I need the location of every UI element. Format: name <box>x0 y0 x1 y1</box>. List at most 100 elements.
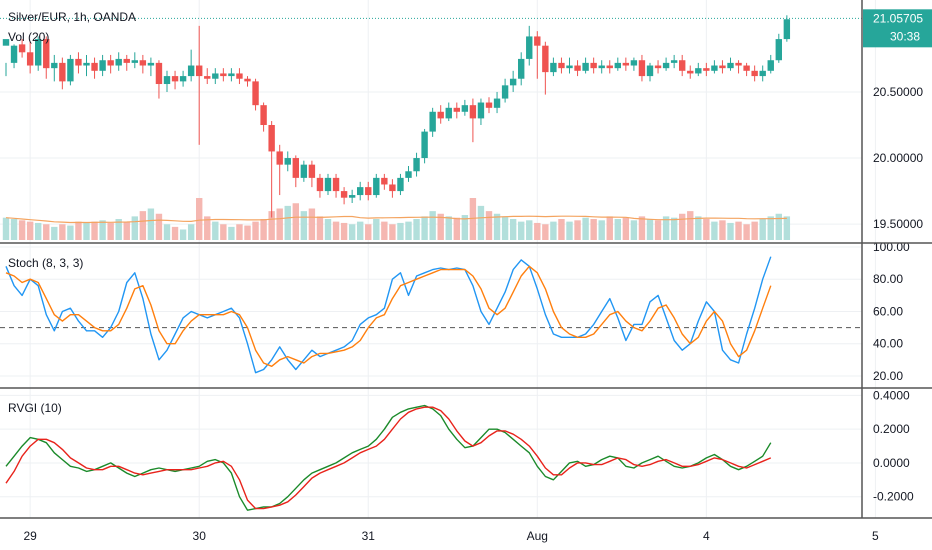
candle[interactable] <box>767 54 774 74</box>
candle[interactable] <box>469 98 477 143</box>
candle[interactable] <box>646 62 654 82</box>
candle[interactable] <box>373 173 380 198</box>
candle[interactable] <box>123 54 130 71</box>
candle[interactable] <box>397 173 404 196</box>
candle[interactable] <box>357 181 364 201</box>
candle[interactable] <box>743 62 750 77</box>
candle[interactable] <box>735 60 742 74</box>
candle[interactable] <box>59 57 66 90</box>
candle[interactable] <box>453 102 460 119</box>
candle[interactable] <box>421 128 428 164</box>
candle[interactable] <box>413 152 420 177</box>
candle[interactable] <box>526 25 533 66</box>
candle[interactable] <box>147 57 155 77</box>
candle[interactable] <box>598 60 605 74</box>
candle[interactable] <box>179 70 187 87</box>
candle[interactable] <box>654 60 662 74</box>
candle[interactable] <box>67 54 74 86</box>
candle[interactable] <box>670 54 678 69</box>
candle[interactable] <box>196 25 203 145</box>
candle[interactable] <box>405 165 412 182</box>
candle[interactable] <box>75 52 82 74</box>
candle[interactable] <box>43 36 50 79</box>
price-pane[interactable] <box>0 15 862 240</box>
candle[interactable] <box>662 57 670 71</box>
candle[interactable] <box>558 57 565 74</box>
stoch-series-line-2[interactable] <box>5 265 772 367</box>
candle[interactable] <box>622 57 630 71</box>
candle[interactable] <box>18 39 26 58</box>
candle[interactable] <box>429 107 436 137</box>
candle[interactable] <box>590 57 597 74</box>
candle[interactable] <box>783 15 791 42</box>
candle[interactable] <box>485 97 493 114</box>
candle[interactable] <box>727 57 734 71</box>
candle[interactable] <box>679 54 686 77</box>
candle[interactable] <box>268 121 275 218</box>
candle[interactable] <box>35 36 42 71</box>
candle[interactable] <box>131 52 138 69</box>
rvgi-pane[interactable] <box>5 404 772 511</box>
candle[interactable] <box>260 102 267 132</box>
candle[interactable] <box>493 91 501 114</box>
candle[interactable] <box>775 33 782 63</box>
candle[interactable] <box>695 62 702 77</box>
candle[interactable] <box>155 60 163 99</box>
stoch-series-line-1[interactable] <box>5 256 772 374</box>
candle[interactable] <box>687 65 694 79</box>
candle[interactable] <box>518 52 525 86</box>
candle[interactable] <box>719 60 726 74</box>
candle[interactable] <box>187 49 195 82</box>
candle[interactable] <box>461 99 469 116</box>
candle[interactable] <box>107 54 114 74</box>
candle[interactable] <box>365 181 372 201</box>
candle[interactable] <box>300 160 308 182</box>
candle[interactable] <box>340 187 348 205</box>
candle[interactable] <box>614 57 621 71</box>
candle[interactable] <box>91 57 98 79</box>
candle[interactable] <box>244 76 251 87</box>
candle[interactable] <box>115 52 122 71</box>
candle[interactable] <box>703 62 710 77</box>
candle[interactable] <box>606 60 613 74</box>
candle[interactable] <box>171 70 179 90</box>
candle[interactable] <box>26 41 34 74</box>
candle[interactable] <box>316 173 324 198</box>
candle[interactable] <box>501 78 509 103</box>
candle[interactable] <box>276 144 283 196</box>
candle[interactable] <box>139 54 147 74</box>
candle[interactable] <box>477 98 485 125</box>
candle[interactable] <box>437 105 444 124</box>
candle[interactable] <box>204 68 211 85</box>
candle[interactable] <box>542 41 549 95</box>
candle[interactable] <box>711 60 718 74</box>
candle[interactable] <box>292 155 299 188</box>
candle[interactable] <box>348 189 356 203</box>
candle[interactable] <box>83 54 90 77</box>
candle[interactable] <box>582 57 589 74</box>
candle[interactable] <box>252 78 259 111</box>
candle[interactable] <box>228 68 235 82</box>
candle[interactable] <box>220 68 227 82</box>
candle[interactable] <box>574 60 581 77</box>
candle[interactable] <box>759 65 766 82</box>
candle[interactable] <box>332 173 340 198</box>
candle[interactable] <box>308 160 316 188</box>
rvgi-series-line-1[interactable] <box>5 404 772 511</box>
candle[interactable] <box>389 179 396 198</box>
candle[interactable] <box>324 173 332 196</box>
candle[interactable] <box>51 54 58 82</box>
candle[interactable] <box>638 54 646 82</box>
candle[interactable] <box>236 68 243 85</box>
candle[interactable] <box>99 54 106 77</box>
candle[interactable] <box>566 57 573 74</box>
candle[interactable] <box>751 65 758 82</box>
candle[interactable] <box>550 57 557 77</box>
candle[interactable] <box>509 70 517 92</box>
candle[interactable] <box>445 102 452 122</box>
candle[interactable] <box>2 39 10 77</box>
candle[interactable] <box>630 57 638 71</box>
candle[interactable] <box>284 151 291 172</box>
candle[interactable] <box>381 173 388 190</box>
